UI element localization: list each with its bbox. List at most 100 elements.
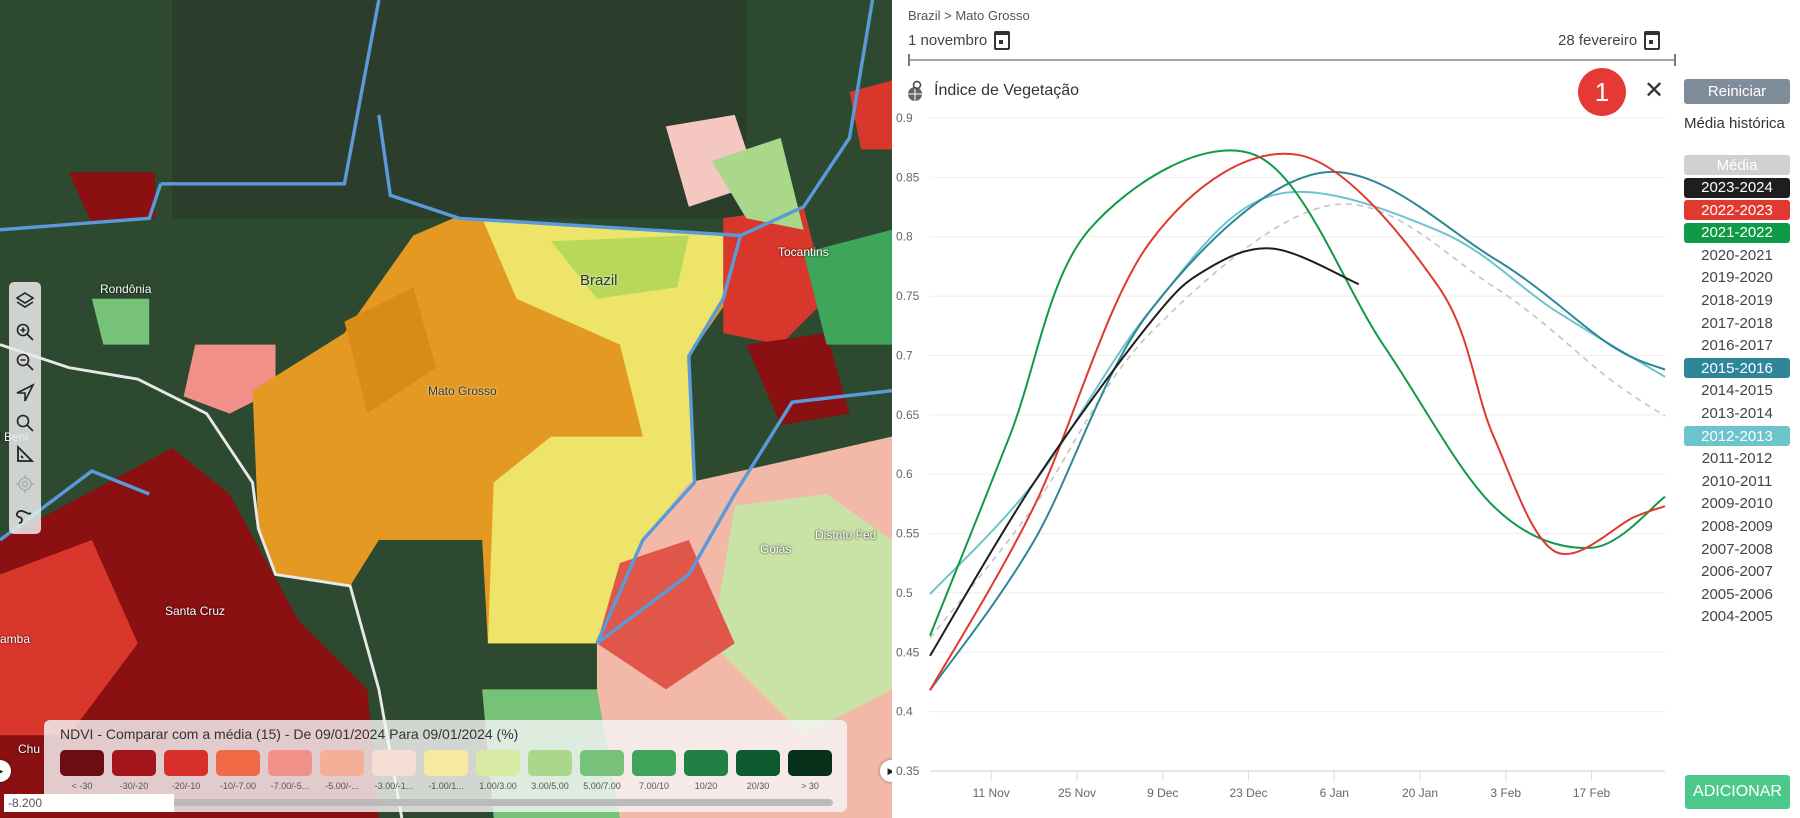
series-line-m-dia xyxy=(929,203,1666,639)
chart-title-text: Índice de Vegetação xyxy=(934,82,1080,99)
legend-swatch xyxy=(216,750,260,776)
calendar-icon[interactable] xyxy=(1644,31,1661,50)
legend-item: -20/-10 xyxy=(164,750,208,791)
legend-item: -1.00/1... xyxy=(424,750,468,791)
collapse-panel-icon[interactable]: ▶ xyxy=(880,760,892,782)
legend-scrollbar[interactable] xyxy=(78,799,833,806)
map-label-chu: Chu xyxy=(18,742,41,756)
map-label-rondonia: Rondônia xyxy=(100,282,152,296)
legend-swatch xyxy=(580,750,624,776)
x-tick-label: 17 Feb xyxy=(1573,786,1611,800)
year-toggle[interactable]: 2019-2020 xyxy=(1701,269,1773,287)
y-tick-label: 0.6 xyxy=(896,467,913,481)
map-label-brazil: Brazil xyxy=(580,272,618,289)
start-date[interactable]: 1 novembro xyxy=(908,31,1011,50)
reset-button[interactable]: Reiniciar xyxy=(1684,79,1790,104)
legend-swatch xyxy=(268,750,312,776)
year-toggle[interactable]: 2014-2015 xyxy=(1701,382,1773,400)
series-line-2021-2022 xyxy=(929,149,1666,637)
map-panel[interactable]: Rondônia Brazil Mato Grosso Tocantins Sa… xyxy=(0,0,892,818)
ndvi-map[interactable] xyxy=(0,0,892,818)
legend-label: < -30 xyxy=(71,781,93,791)
year-toggle[interactable]: 2023-2024 xyxy=(1684,177,1790,198)
search-icon[interactable] xyxy=(13,411,37,435)
end-date-label: 28 fevereiro xyxy=(1558,32,1638,49)
locate-icon[interactable] xyxy=(13,472,37,496)
y-tick-label: 0.5 xyxy=(896,586,913,600)
zoom-in-icon[interactable] xyxy=(13,320,37,344)
legend-item: -5.00/-... xyxy=(320,750,364,791)
chart-panel: Brazil > Mato Grosso 1 novembro 28 fever… xyxy=(892,0,1800,818)
legend-swatch xyxy=(788,750,832,776)
year-toggle[interactable]: 2018-2019 xyxy=(1701,292,1773,310)
legend-item: 7.00/10 xyxy=(632,750,676,791)
year-toggle[interactable]: 2020-2021 xyxy=(1701,246,1773,264)
map-legend: NDVI - Comparar com a média (15) - De 09… xyxy=(44,720,847,812)
x-tick-label: 20 Jan xyxy=(1402,786,1438,800)
year-toggle[interactable]: 2011-2012 xyxy=(1701,450,1773,468)
legend-swatch xyxy=(632,750,676,776)
add-button[interactable]: ADICIONAR xyxy=(1685,775,1790,809)
legend-label: 7.00/10 xyxy=(638,781,670,791)
x-tick-label: 6 Jan xyxy=(1320,786,1349,800)
map-toolbar xyxy=(9,282,41,534)
year-toggle[interactable]: 2015-2016 xyxy=(1684,358,1790,379)
draw-path-icon[interactable] xyxy=(13,503,37,527)
map-label-amba: amba xyxy=(0,632,31,646)
breadcrumb[interactable]: Brazil > Mato Grosso xyxy=(908,8,1030,23)
legend-label: 10/20 xyxy=(694,781,718,791)
year-toggle[interactable]: 2010-2011 xyxy=(1701,472,1773,490)
year-toggle[interactable]: 2008-2009 xyxy=(1701,518,1773,535)
year-toggle[interactable]: 2004-2005 xyxy=(1701,608,1773,626)
globe-pin-icon xyxy=(908,80,922,101)
history-label: Média histórica xyxy=(1684,115,1785,132)
year-toggle[interactable]: 2009-2010 xyxy=(1701,495,1773,513)
date-range-slider[interactable] xyxy=(908,54,1676,66)
y-tick-label: 0.75 xyxy=(896,289,920,303)
y-tick-label: 0.65 xyxy=(896,408,920,422)
series-line-2023-2024 xyxy=(929,247,1360,657)
year-toggle[interactable]: 2006-2007 xyxy=(1701,563,1773,581)
legend-item: -7.00/-5... xyxy=(268,750,312,791)
year-toggle[interactable]: 2022-2023 xyxy=(1684,200,1790,221)
y-tick-label: 0.4 xyxy=(896,705,913,719)
year-toggle[interactable]: 2007-2008 xyxy=(1701,540,1773,558)
legend-swatch xyxy=(320,750,364,776)
series-line-2022-2023 xyxy=(929,152,1666,691)
year-list: Média 2023-2024 2022-2023 2021-2022 2020-202… xyxy=(1684,155,1790,629)
calendar-icon[interactable] xyxy=(994,31,1011,50)
navigate-icon[interactable] xyxy=(13,381,37,405)
legend-item: > 30 xyxy=(788,750,832,791)
close-icon[interactable]: ✕ xyxy=(1644,77,1665,104)
year-toggle[interactable]: Média xyxy=(1684,155,1790,175)
legend-item: 20/30 xyxy=(736,750,780,791)
year-toggle[interactable]: 2005-2006 xyxy=(1701,585,1773,603)
expand-left-icon[interactable]: ▶ xyxy=(0,760,11,782)
ruler-icon[interactable] xyxy=(13,442,37,466)
y-tick-label: 0.9 xyxy=(896,111,913,125)
chart-title: Índice de Vegetação xyxy=(906,80,1079,102)
end-date[interactable]: 28 fevereiro xyxy=(1558,31,1661,50)
year-toggle[interactable]: 2013-2014 xyxy=(1701,405,1773,423)
legend-swatch xyxy=(476,750,520,776)
map-label-distrito-federal: Distrito Fed xyxy=(815,528,877,542)
legend-label: -5.00/-... xyxy=(325,781,359,791)
y-tick-label: 0.55 xyxy=(896,527,920,541)
ndvi-line-chart: 0.9 0.85 0.8 0.75 0.7 0.65 0.6 0.55 0.5 0.45 0.4 0.… xyxy=(896,111,1666,800)
x-tick-label: 3 Feb xyxy=(1490,786,1521,800)
legend-label: 20/30 xyxy=(746,781,770,791)
year-toggle[interactable]: 2012-2013 xyxy=(1684,426,1790,447)
legend-swatch xyxy=(164,750,208,776)
legend-swatch xyxy=(424,750,468,776)
zoom-out-icon[interactable] xyxy=(13,350,37,374)
year-toggle[interactable]: 2016-2017 xyxy=(1701,337,1773,355)
legend-label: 1.00/3.00 xyxy=(479,781,517,791)
x-tick-label: 25 Nov xyxy=(1058,786,1096,800)
y-tick-label: 0.7 xyxy=(896,348,913,362)
legend-label: -1.00/1... xyxy=(428,781,464,791)
legend-swatches: < -30 -30/-20 -20/-10 -10/-7.00 -7.00/-5... -… xyxy=(60,750,832,791)
legend-label: -20/-10 xyxy=(171,781,201,791)
year-toggle[interactable]: 2017-2018 xyxy=(1701,314,1773,332)
layers-icon[interactable] xyxy=(13,289,37,313)
year-toggle[interactable]: 2021-2022 xyxy=(1684,222,1790,243)
